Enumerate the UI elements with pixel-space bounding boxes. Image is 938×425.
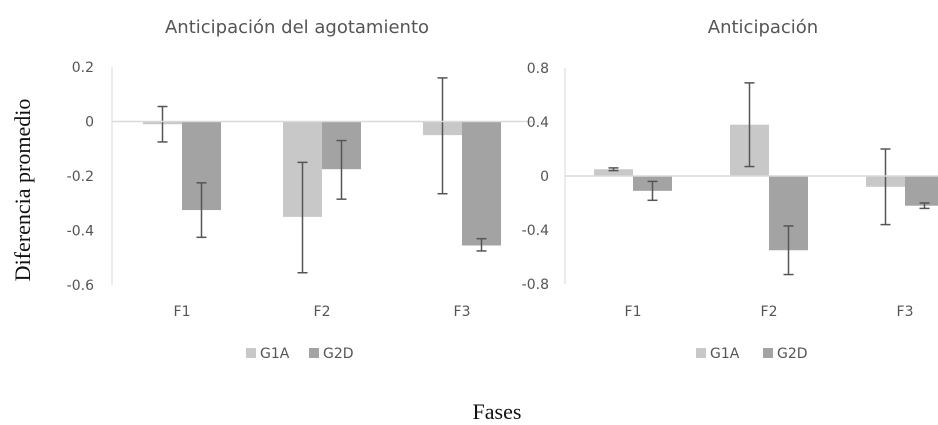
y-tick-label: 0.4: [527, 115, 549, 131]
y-tick-label: -0.6: [67, 278, 94, 294]
x-tick-label: F2: [761, 304, 778, 320]
y-tick-label: 0: [540, 169, 549, 185]
legend-label: G1A: [260, 346, 290, 362]
y-tick-label: 0.8: [527, 61, 549, 77]
x-tick-label: F1: [174, 304, 191, 320]
chart-title: Anticipación del agotamiento: [165, 17, 429, 38]
bar-g1a-f1: [594, 169, 633, 176]
x-axis-label: Fases: [473, 399, 522, 424]
bar-g2d-f3: [905, 176, 938, 206]
y-axis-label: Diferencia promedio: [10, 99, 35, 282]
legend-label: G1A: [710, 346, 740, 362]
chart-anticipacion: Anticipación 0.8 0.4 0 -0.4 -0.8 F1 F2 F3 G1A G2D: [522, 17, 938, 362]
x-tick-label: F3: [897, 304, 914, 320]
chart-title: Anticipación: [708, 17, 818, 38]
y-tick-label: -0.4: [522, 223, 549, 239]
y-tick-label: 0: [85, 115, 94, 131]
legend-label: G2D: [323, 346, 354, 362]
bar-g2d-f3: [462, 121, 501, 246]
legend-swatch: [763, 348, 773, 358]
legend-swatch: [309, 348, 319, 358]
legend-swatch: [246, 348, 256, 358]
legend-swatch: [696, 348, 706, 358]
x-tick-label: F3: [454, 304, 471, 320]
y-tick-label: 0.2: [72, 60, 94, 76]
y-tick-label: -0.2: [67, 169, 94, 185]
y-tick-label: -0.4: [67, 224, 94, 240]
x-tick-label: F1: [625, 304, 642, 320]
y-tick-label: -0.8: [522, 277, 549, 293]
x-tick-label: F2: [314, 304, 331, 320]
chart-anticipacion-agotamiento: Anticipación del agotamiento 0.2 0 -0.2 -0.…: [67, 17, 532, 362]
legend-label: G2D: [777, 346, 808, 362]
